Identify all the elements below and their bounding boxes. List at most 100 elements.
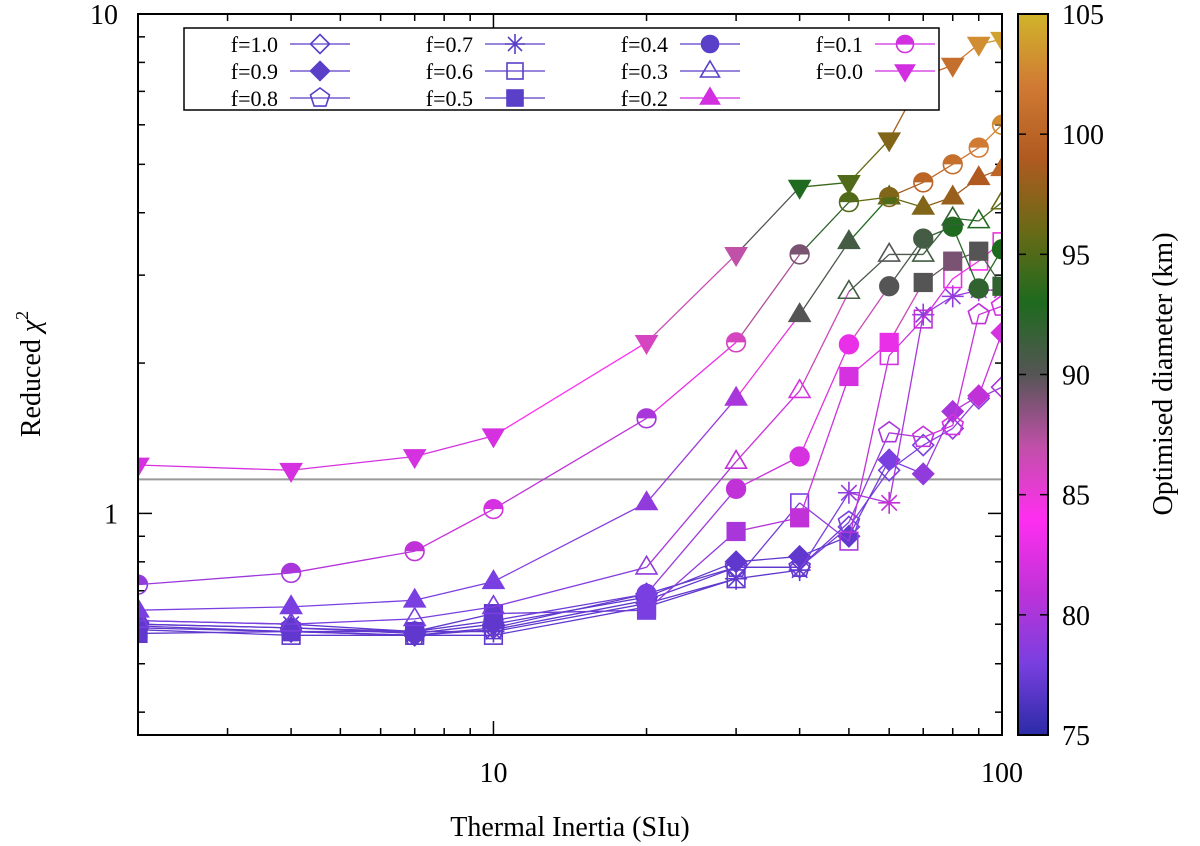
series-line-segment xyxy=(646,341,737,419)
data-point xyxy=(634,335,659,355)
series-line-segment xyxy=(735,455,800,490)
data-point xyxy=(911,194,936,215)
data-point xyxy=(913,228,934,249)
series-line-segment xyxy=(138,623,292,629)
data-point xyxy=(990,31,1002,52)
series-line-segment xyxy=(291,618,415,625)
series-line-segment xyxy=(978,305,1002,316)
data-point xyxy=(634,490,659,511)
data-point xyxy=(913,272,933,293)
data-point xyxy=(724,247,748,268)
legend-label: f=0.6 xyxy=(426,59,473,84)
series-line-segment xyxy=(493,606,647,636)
data-point xyxy=(634,554,659,575)
legend-marker xyxy=(505,34,525,54)
data-point xyxy=(837,510,861,533)
marker-outline xyxy=(789,244,810,265)
data-point xyxy=(838,192,860,213)
legend-label: f=0.3 xyxy=(621,59,668,84)
data-point xyxy=(402,587,427,608)
marker-outline xyxy=(879,186,900,208)
series-line-segment xyxy=(799,201,850,255)
legend-label: f=0.5 xyxy=(426,86,473,111)
series-line-segment xyxy=(138,464,292,471)
marker-half-fill xyxy=(281,563,301,573)
series-line-segment xyxy=(888,282,924,343)
series-line-segment xyxy=(414,619,494,633)
data-point xyxy=(724,449,748,469)
marker-half-fill xyxy=(790,245,809,255)
data-point xyxy=(279,611,303,632)
data-point xyxy=(990,294,1002,316)
data-point xyxy=(968,137,989,158)
series-line-segment xyxy=(414,612,494,633)
data-point xyxy=(968,278,989,299)
data-point xyxy=(940,184,965,205)
data-point xyxy=(992,232,1002,252)
data-point xyxy=(879,186,900,208)
data-point xyxy=(481,569,506,590)
data-point xyxy=(966,165,991,186)
colorbar-tick-label: 95 xyxy=(1062,240,1090,271)
data-point xyxy=(483,610,504,631)
series-line-segment xyxy=(848,492,890,504)
data-point xyxy=(481,428,506,449)
y-axis-label: Reduced χ2 xyxy=(12,311,47,437)
y-axis-label-symbol: χ xyxy=(16,319,47,335)
data-point xyxy=(788,559,811,582)
series-line-segment xyxy=(889,432,924,439)
data-point xyxy=(943,251,963,271)
series-f=0.1 xyxy=(138,114,1002,595)
data-point xyxy=(138,608,150,629)
data-point xyxy=(966,36,991,57)
data-point xyxy=(912,303,935,326)
data-point xyxy=(787,179,812,200)
series-line-segment xyxy=(735,186,801,255)
series-line-segment xyxy=(646,253,737,343)
data-point xyxy=(138,574,149,595)
data-point xyxy=(878,491,901,514)
data-point xyxy=(404,541,425,562)
legend-marker xyxy=(309,87,331,107)
colorbar-tick-label: 75 xyxy=(1062,721,1090,752)
series-line-segment xyxy=(922,278,954,320)
data-point xyxy=(725,478,747,499)
series-line-segment xyxy=(799,492,850,571)
marker-half-fill xyxy=(484,499,503,510)
series-line-segment xyxy=(735,254,801,343)
data-point xyxy=(990,375,1002,399)
data-point xyxy=(789,244,810,265)
series-line-segment xyxy=(138,630,292,635)
data-point xyxy=(138,597,150,618)
series-line-segment xyxy=(493,417,647,510)
y-axis-label-superscript: 2 xyxy=(12,311,32,320)
data-point xyxy=(837,175,861,195)
data-point xyxy=(839,531,859,551)
data-point xyxy=(991,239,1002,260)
series-line-segment xyxy=(736,569,800,580)
series-line-segment xyxy=(922,427,954,446)
legend-marker xyxy=(309,60,331,82)
colorbar: 75 80 85 90 95 100 105 Optimised diameter (km) xyxy=(1017,0,1179,752)
marker-outline xyxy=(895,34,915,54)
data-point xyxy=(877,448,901,472)
legend-label: f=0.0 xyxy=(816,59,863,84)
data-point xyxy=(911,425,935,448)
series-line-segment xyxy=(978,201,1002,222)
marker-outline xyxy=(636,408,657,429)
series-line-segment xyxy=(848,285,890,345)
data-point xyxy=(404,621,425,642)
data-point xyxy=(138,457,150,478)
data-point xyxy=(879,332,899,353)
data-point xyxy=(991,114,1002,135)
series-line-segment xyxy=(493,502,647,583)
data-point xyxy=(726,521,746,542)
data-point xyxy=(879,276,900,297)
marker-outline xyxy=(280,562,302,584)
data-point xyxy=(789,446,810,467)
legend-label: f=0.8 xyxy=(231,86,278,111)
series-line-segment xyxy=(138,606,292,611)
data-point xyxy=(787,378,812,399)
data-point xyxy=(790,508,810,528)
marker-outline xyxy=(483,498,504,520)
